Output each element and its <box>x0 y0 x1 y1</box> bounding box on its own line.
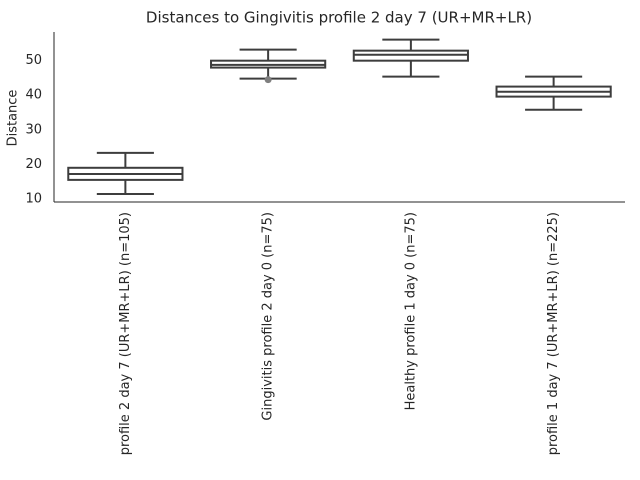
y-axis-label: Distance <box>6 90 21 147</box>
y-tick-label: 10 <box>25 191 42 206</box>
x-tick-label: profile 1 day 7 (UR+MR+LR) (n=225) <box>546 212 561 455</box>
x-tick-label: Gingivitis profile 2 day 0 (n=75) <box>261 212 276 421</box>
y-tick-label: 20 <box>25 157 42 172</box>
y-tick-label: 50 <box>25 53 42 68</box>
y-tick-label: 40 <box>25 88 42 103</box>
y-tick-label: 30 <box>25 122 42 137</box>
x-tick-label: profile 2 day 7 (UR+MR+LR) (n=105) <box>118 212 133 455</box>
outlier <box>264 76 272 84</box>
chart-title: Distances to Gingivitis profile 2 day 7 … <box>146 9 532 27</box>
x-tick-label: Healthy profile 1 day 0 (n=75) <box>403 212 418 410</box>
